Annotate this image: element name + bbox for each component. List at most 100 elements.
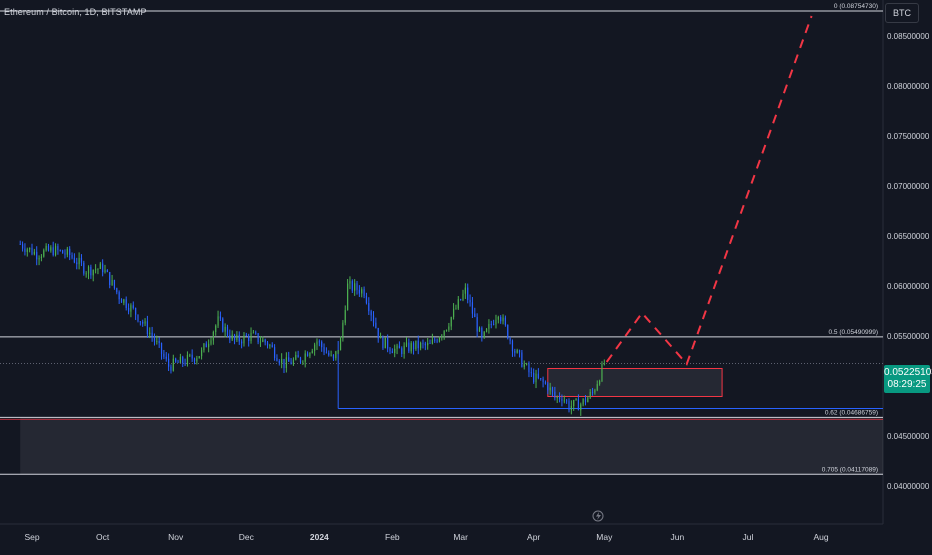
candle-body <box>335 351 337 359</box>
candle-body <box>156 341 158 342</box>
candle-body <box>323 347 325 353</box>
y-tick-label-6: 0.05500000 <box>887 332 930 341</box>
candle-body <box>530 372 532 374</box>
candle-body <box>158 341 160 343</box>
candle-body <box>398 345 401 349</box>
candle-body <box>523 364 525 367</box>
candle-body <box>537 373 539 379</box>
candle-body <box>90 266 92 276</box>
candle-body <box>318 341 320 343</box>
candle-body <box>452 308 455 318</box>
candle-body <box>217 316 219 326</box>
y-tick-label-5: 0.06000000 <box>887 282 930 291</box>
candle-body <box>321 341 323 348</box>
candle-body <box>182 356 184 364</box>
candle-body <box>196 358 198 362</box>
candle-body <box>511 340 514 352</box>
candle-body <box>146 321 149 334</box>
candle-body <box>160 342 163 354</box>
candle-body <box>109 272 111 286</box>
candle-body <box>172 358 174 371</box>
candle-body <box>497 316 499 320</box>
candle-body <box>382 336 384 349</box>
candle-body <box>233 334 236 340</box>
candle-body <box>368 303 370 312</box>
candle-body <box>372 315 375 323</box>
candle-body <box>57 246 59 251</box>
candle-body <box>139 321 141 323</box>
candle-body <box>210 340 212 344</box>
price-axis-pane[interactable] <box>883 0 932 550</box>
candle-body <box>212 332 214 341</box>
y-tick-label-0: 0.08500000 <box>887 32 930 41</box>
candle-body <box>412 343 415 350</box>
candle-body <box>226 326 229 336</box>
candle-body <box>71 255 73 258</box>
symbol-title: Ethereum / Bitcoin, 1D, BITSTAMP <box>4 7 147 17</box>
candle-body <box>248 336 250 342</box>
candle-body <box>481 328 483 338</box>
y-tick-label-4: 0.06500000 <box>887 232 930 241</box>
level-label-1: 0.5 (0.05490999) <box>828 329 878 336</box>
y-tick-label-3: 0.07000000 <box>887 182 930 191</box>
candle-body <box>401 348 403 355</box>
candle-body <box>551 387 554 392</box>
candle-body <box>577 399 580 411</box>
candle-body <box>255 332 257 334</box>
candle-body <box>297 355 299 358</box>
candle-body <box>535 373 537 383</box>
candle-body <box>26 249 28 252</box>
candle-body <box>563 400 565 402</box>
candle-body <box>379 336 382 339</box>
candle-body <box>554 391 556 398</box>
candle-body <box>365 295 368 304</box>
candle-body <box>33 251 35 255</box>
candle-body <box>558 396 561 400</box>
candle-body <box>130 305 132 312</box>
candle-body <box>278 360 280 363</box>
candle-body <box>304 353 306 362</box>
candle-body <box>457 299 459 309</box>
candle-body <box>200 350 203 357</box>
candle-body <box>521 352 523 367</box>
x-tick-label-4: 2024 <box>310 532 329 542</box>
currency-button[interactable]: BTC <box>885 3 919 23</box>
candle-body <box>66 248 68 255</box>
candle-body <box>415 340 417 350</box>
candle-body <box>76 262 78 265</box>
candle-body <box>478 328 481 332</box>
x-tick-label-8: May <box>596 532 613 542</box>
candle-body <box>231 334 233 340</box>
candle-body <box>525 363 528 365</box>
y-tick-label-8: 0.04500000 <box>887 432 930 441</box>
candle-body <box>436 340 438 342</box>
candle-body <box>205 343 207 348</box>
candle-body <box>547 383 549 391</box>
candle-body <box>52 247 54 256</box>
projection-path <box>605 15 813 366</box>
candle-body <box>568 401 570 410</box>
candle-body <box>427 342 429 346</box>
candle-body <box>273 347 276 358</box>
level-label-3: 0.705 (0.04117089) <box>822 466 878 473</box>
candle-body <box>460 299 462 301</box>
candle-body <box>471 302 474 314</box>
candle-body <box>99 263 101 269</box>
candle-body <box>422 342 424 344</box>
candle-body <box>420 342 422 349</box>
candle-body <box>561 399 563 401</box>
candle-body <box>290 361 292 365</box>
candle-body <box>295 355 297 360</box>
candle-body <box>73 257 75 263</box>
candle-body <box>448 326 450 330</box>
candle-body <box>83 262 85 274</box>
candle-body <box>222 318 224 332</box>
candle-body <box>410 343 412 352</box>
candle-body <box>544 382 547 384</box>
y-tick-label-2: 0.07500000 <box>887 132 930 141</box>
candle-body <box>252 332 254 334</box>
candle-body <box>476 317 478 332</box>
candle-body <box>208 343 210 348</box>
